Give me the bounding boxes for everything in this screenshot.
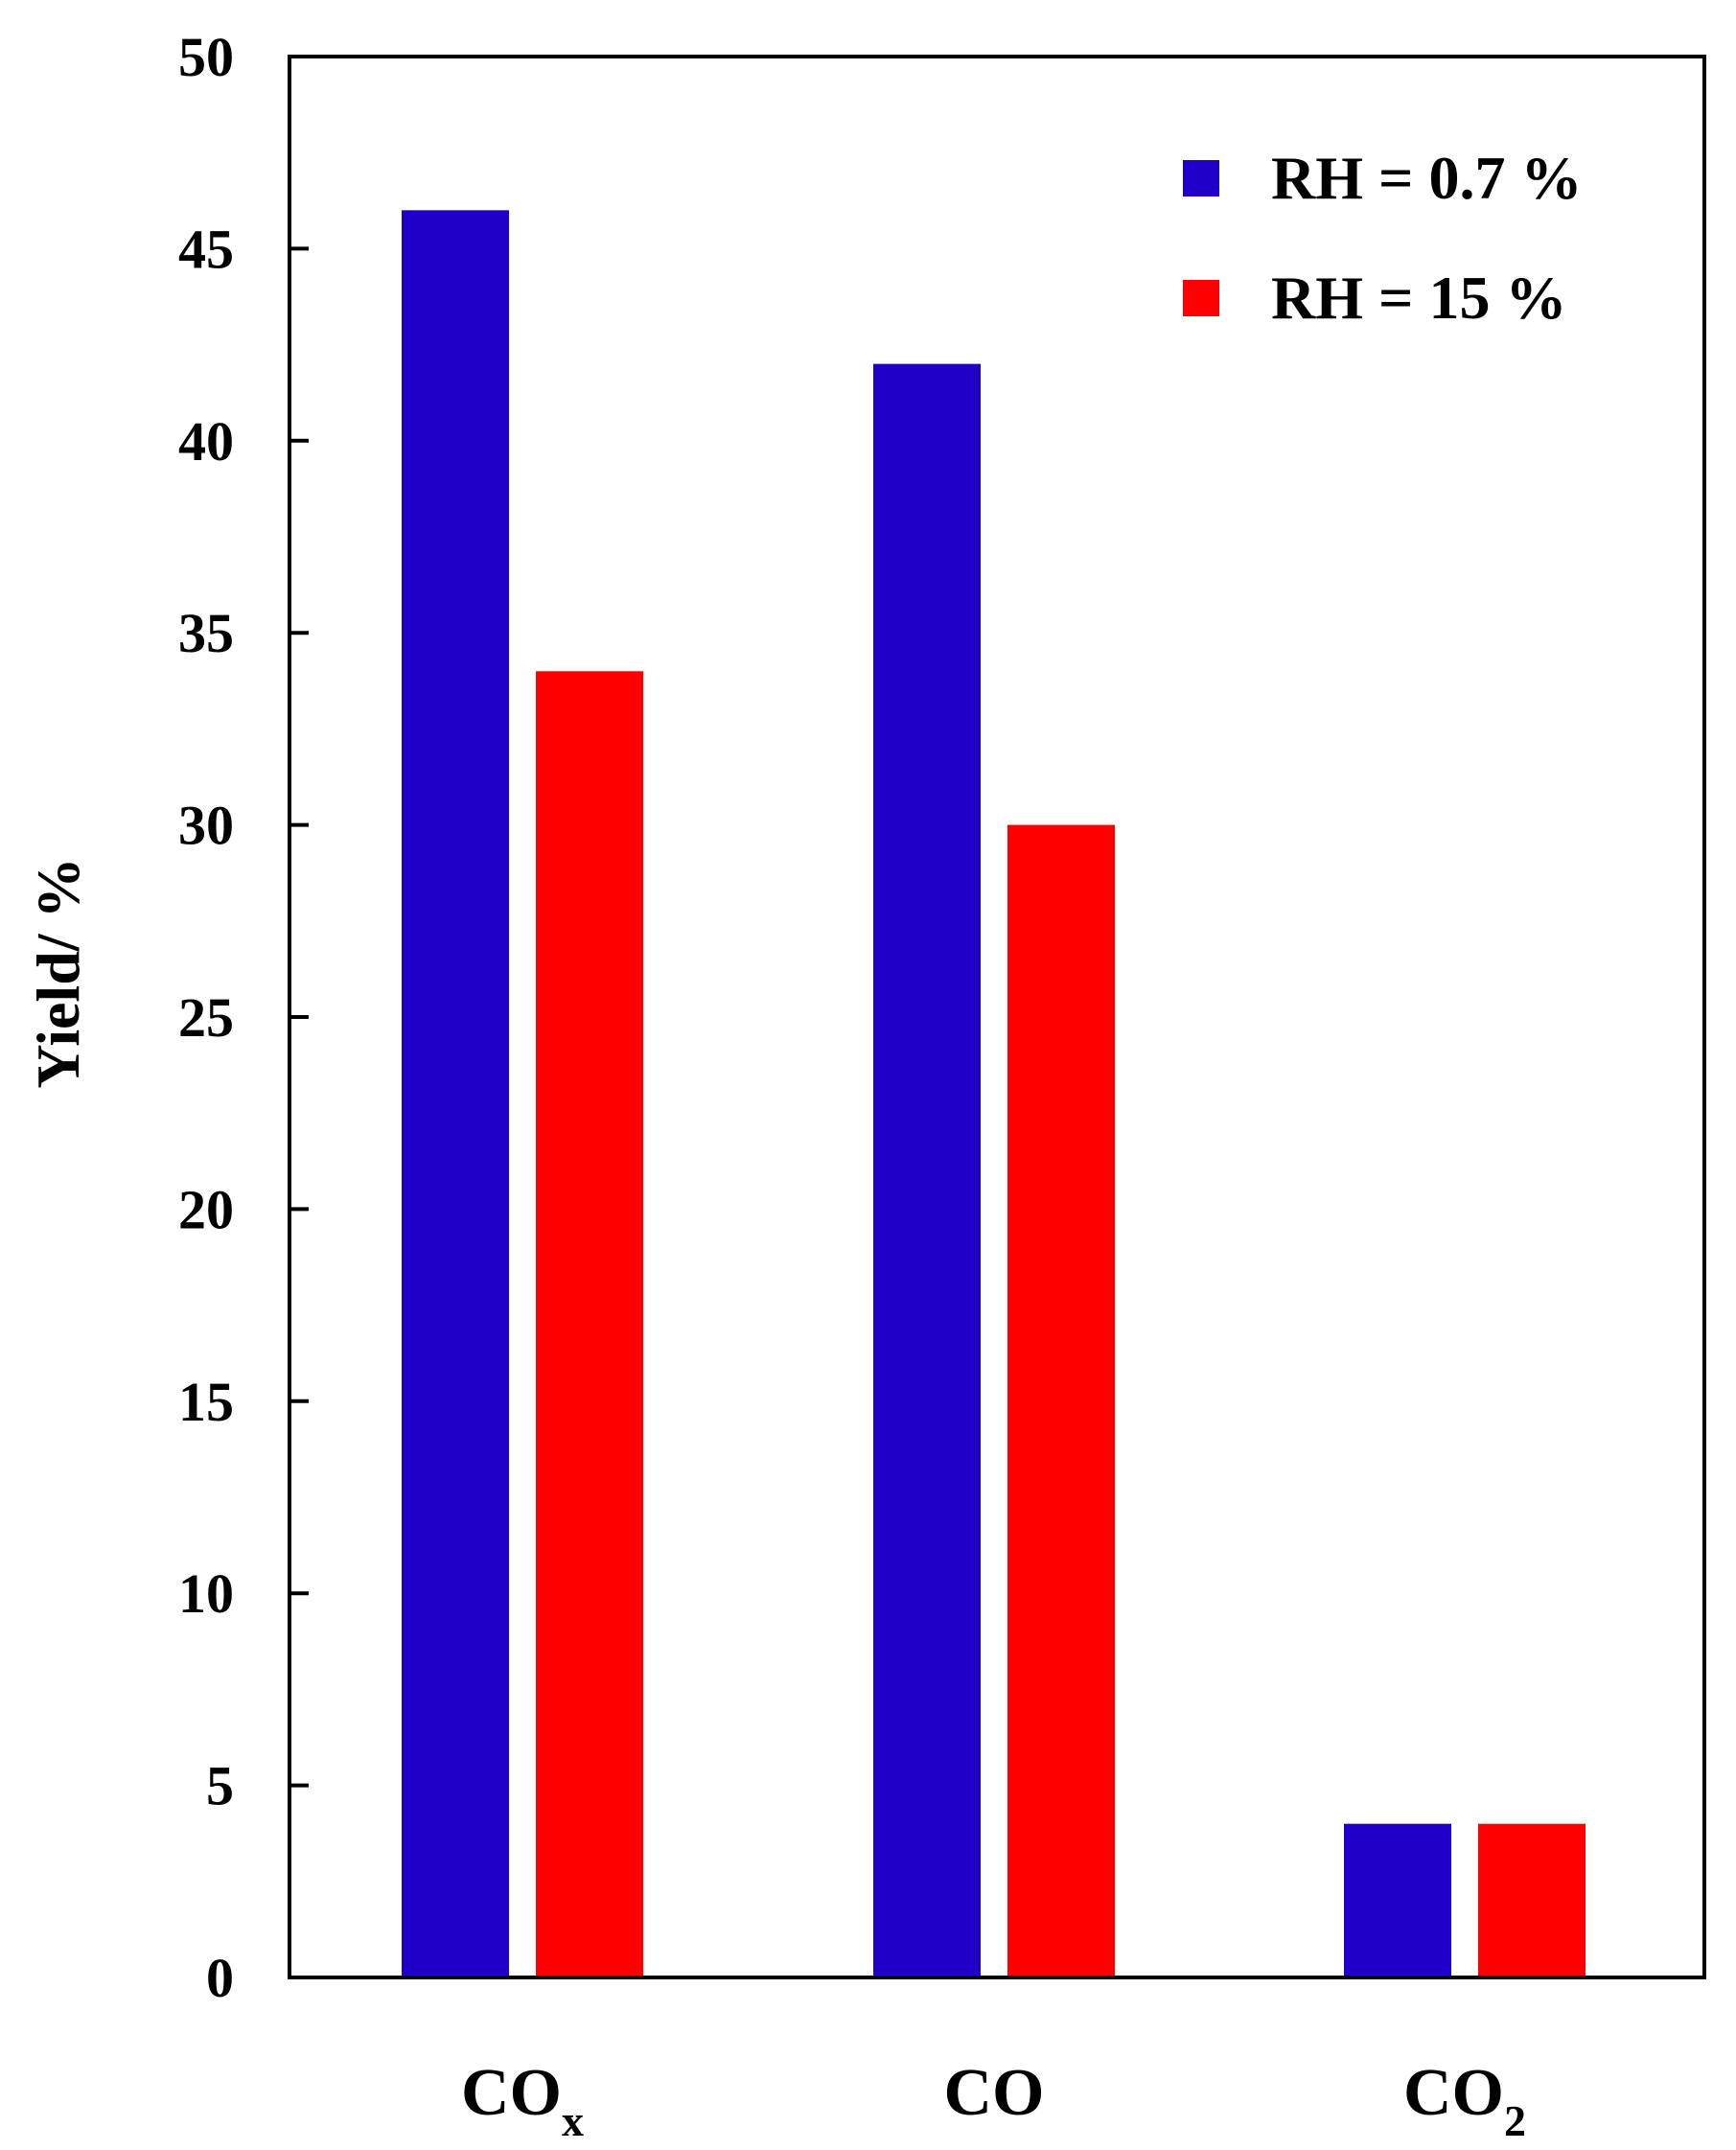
legend-label-0: RH = 0.7 % [1271,144,1582,212]
y-tick-label: 0 [206,1947,234,2009]
bar-2-series-0 [1344,1823,1451,1977]
x-category-label-base: CO [1403,2056,1504,2130]
x-category-label-subscript: 2 [1504,2096,1526,2145]
y-tick-label: 30 [178,795,234,857]
y-axis-label: Yield/ % [24,857,92,1088]
x-category-label-base: CO [944,2056,1045,2130]
legend: RH = 0.7 % RH = 15 % [1183,144,1582,332]
y-tick-label: 5 [206,1755,234,1817]
legend-swatch-0 [1183,160,1219,197]
bar-1-series-0 [873,363,981,1977]
y-tick-label: 45 [178,218,234,280]
y-axis-ticks: 0 5 10 15 20 25 30 35 40 45 50 [178,26,309,2009]
x-category-label: COx [461,2056,584,2145]
bars [402,210,1586,1977]
x-category-label: CO2 [1403,2056,1526,2145]
plot-frame [288,55,1706,1979]
y-tick-label: 40 [178,410,234,473]
y-tick-label: 20 [178,1178,234,1240]
bar-2-series-1 [1478,1823,1586,1977]
y-tick-label: 50 [178,26,234,88]
legend-label-1: RH = 15 % [1271,264,1566,332]
legend-swatch-1 [1183,280,1219,316]
bar-0-series-1 [536,671,643,1977]
bar-0-series-0 [402,210,509,1977]
x-axis-category-labels: COx CO CO2 [461,2056,1526,2145]
y-tick-label: 10 [178,1562,234,1625]
y-tick-label: 35 [178,602,234,664]
x-category-label-base: CO [461,2056,562,2130]
x-category-label-subscript: x [562,2096,584,2145]
x-category-label: CO [944,2056,1045,2130]
y-tick-label: 25 [178,986,234,1049]
y-tick-label: 15 [178,1371,234,1433]
bar-1-series-1 [1007,824,1115,1977]
